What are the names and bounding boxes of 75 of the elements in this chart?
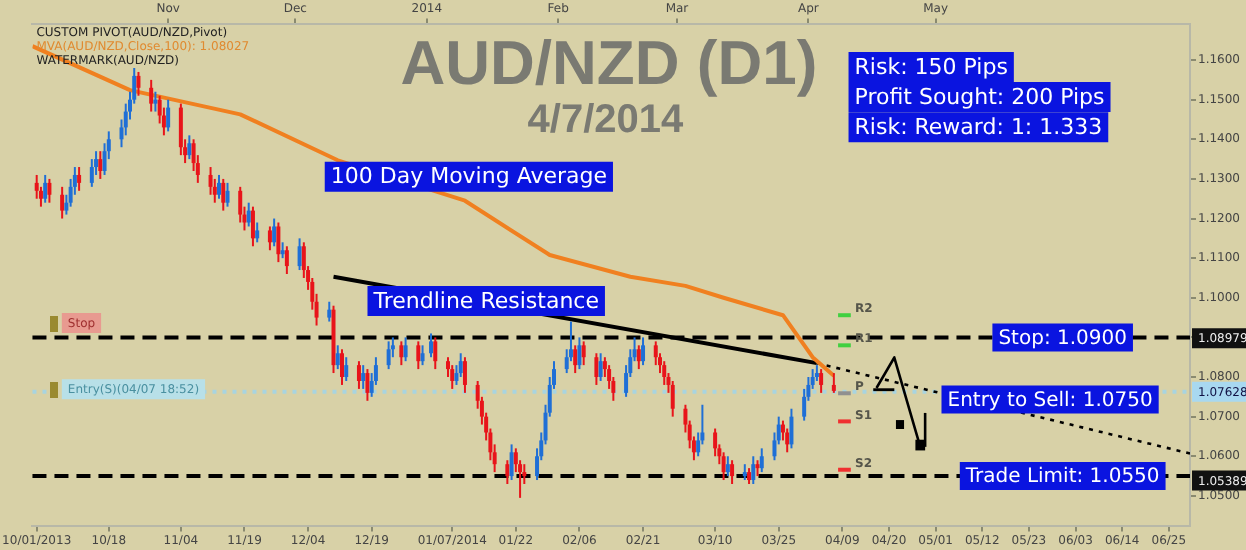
candlestick bbox=[653, 340, 658, 367]
candlestick bbox=[450, 364, 455, 390]
candlestick bbox=[217, 173, 222, 200]
candlestick bbox=[327, 300, 332, 323]
annotation: Risk: 150 Pips bbox=[854, 53, 1009, 80]
candlestick bbox=[789, 407, 794, 450]
candlestick bbox=[433, 336, 438, 371]
candlestick bbox=[594, 352, 599, 386]
candlestick bbox=[335, 344, 340, 371]
candlestick bbox=[598, 352, 603, 382]
candlestick bbox=[221, 177, 226, 212]
candlestick bbox=[60, 185, 65, 220]
candlestick bbox=[225, 181, 230, 208]
candlestick bbox=[339, 348, 344, 386]
candlestick bbox=[255, 221, 260, 244]
candlestick bbox=[429, 332, 434, 359]
candlestick bbox=[670, 379, 675, 418]
candlestick bbox=[416, 340, 421, 371]
candlestick bbox=[730, 459, 735, 485]
candlestick bbox=[831, 372, 836, 394]
candlestick bbox=[462, 356, 467, 394]
candlestick bbox=[284, 245, 289, 276]
candlestick bbox=[458, 352, 463, 379]
candlestick bbox=[759, 447, 764, 474]
annotation: Trendline Resistance bbox=[371, 287, 600, 314]
candlestick bbox=[43, 173, 48, 204]
candlestick bbox=[581, 340, 586, 367]
candlestick bbox=[47, 177, 52, 204]
candlestick bbox=[98, 150, 103, 180]
candlestick bbox=[136, 70, 141, 97]
candlestick bbox=[662, 360, 667, 386]
annotation: Profit Sought: 200 Pips bbox=[854, 83, 1106, 110]
candlestick bbox=[89, 158, 94, 188]
candlestick bbox=[509, 443, 514, 482]
candlestick bbox=[751, 455, 756, 485]
candlestick bbox=[297, 237, 302, 272]
candlestick bbox=[34, 173, 39, 200]
candlestick bbox=[187, 134, 192, 161]
candlestick bbox=[399, 340, 404, 367]
candlestick bbox=[77, 166, 82, 192]
candlestick bbox=[208, 166, 213, 196]
candlestick bbox=[819, 368, 824, 394]
candlestick bbox=[250, 205, 255, 248]
text: 4/7/2014 bbox=[527, 98, 686, 142]
annotation: 100 Day Moving Average bbox=[330, 163, 608, 190]
candlestick bbox=[403, 336, 408, 363]
candlestick bbox=[246, 201, 251, 228]
candlestick bbox=[361, 364, 366, 390]
candlestick bbox=[276, 221, 281, 264]
candlestick bbox=[386, 340, 391, 371]
candlestick bbox=[713, 427, 718, 458]
candlestick bbox=[577, 336, 582, 371]
chart-title: AUD/NZD (D1) bbox=[400, 28, 818, 98]
candlestick bbox=[267, 225, 272, 252]
candlestick bbox=[641, 336, 646, 367]
candlestick bbox=[636, 344, 641, 371]
candlestick bbox=[149, 78, 154, 113]
candlestick bbox=[573, 344, 578, 375]
candlestick bbox=[365, 368, 370, 402]
candlestick bbox=[785, 427, 790, 454]
candlestick bbox=[721, 451, 726, 482]
annotation: Entry to Sell: 1.0750 bbox=[947, 389, 1153, 412]
candlestick bbox=[344, 356, 349, 382]
ref-line-label: Trade Limit: 1.0550 bbox=[963, 466, 1160, 489]
annotation: Risk: Reward: 1: 1.333 bbox=[854, 113, 1103, 140]
candlestick bbox=[725, 455, 730, 478]
candlestick bbox=[272, 217, 277, 248]
candlestick bbox=[238, 185, 243, 224]
candlestick bbox=[178, 102, 183, 157]
candlestick bbox=[420, 344, 425, 367]
candlestick bbox=[356, 360, 361, 390]
candlestick bbox=[166, 98, 171, 133]
candlestick bbox=[153, 90, 158, 113]
candlestick bbox=[505, 459, 510, 485]
ref-line-label: Stop: 1.0900 bbox=[998, 327, 1127, 350]
